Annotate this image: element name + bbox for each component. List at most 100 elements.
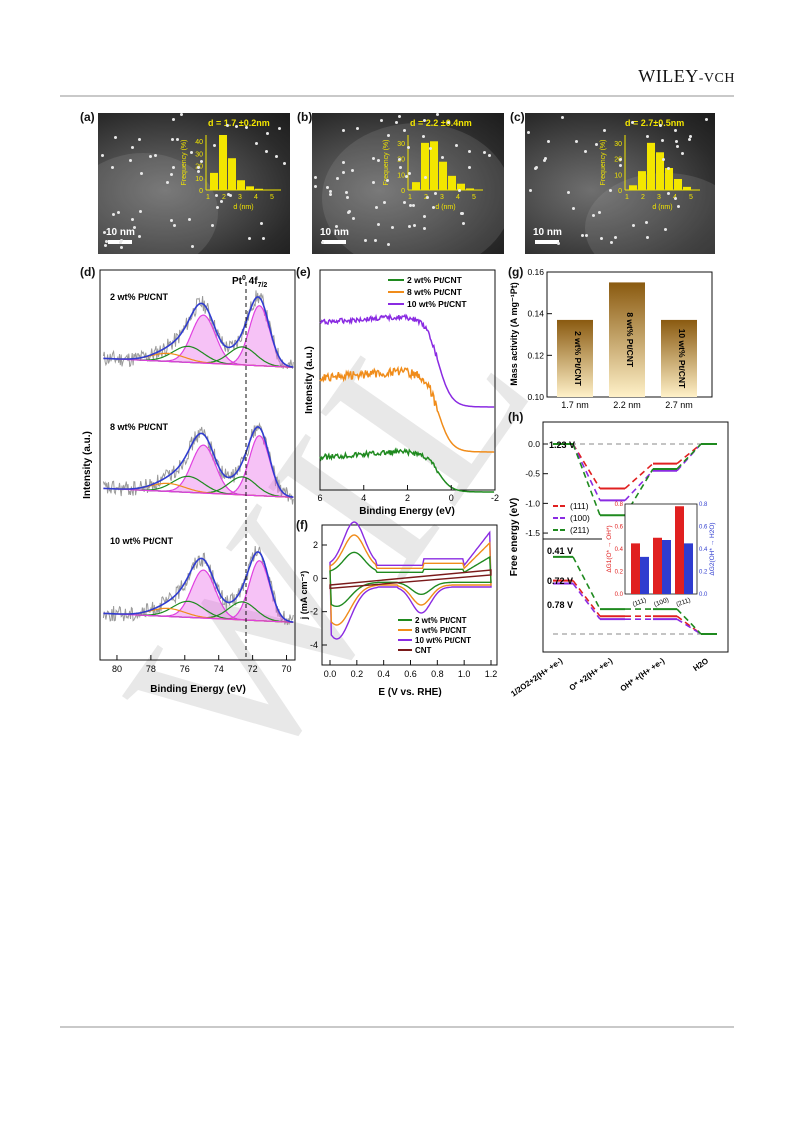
fe-energy-4: 0.78 V — [547, 600, 573, 610]
ma-category: 1.7 nm — [561, 400, 589, 410]
nanoparticle-dot — [373, 238, 377, 242]
hist-bar — [629, 185, 637, 190]
hist-bar — [421, 142, 429, 190]
nanoparticle-dot — [631, 121, 635, 125]
nanoparticle-dot — [371, 180, 375, 184]
cv-curve — [329, 534, 492, 626]
scale-bar-b — [322, 240, 346, 244]
nanoparticle-dot — [313, 185, 317, 189]
nanoparticle-dot — [140, 172, 144, 176]
nanoparticle-dot — [614, 236, 618, 240]
nanoparticle-dot — [603, 128, 607, 132]
nanoparticle-dot — [189, 150, 193, 154]
vb-xtick: 0 — [449, 493, 454, 503]
nanoparticle-dot — [103, 231, 107, 235]
panel-label-d: (d) — [80, 265, 96, 279]
hist-bar — [210, 172, 218, 190]
ma-ylabel: Mass activity (A mg⁻¹Pt) — [509, 282, 519, 385]
nanoparticle-dot — [213, 144, 217, 148]
nanoparticle-dot — [153, 153, 157, 157]
hist-bar — [638, 171, 646, 190]
fe-inset-ytick-right: 0.4 — [699, 547, 708, 553]
nanoparticle-dot — [111, 166, 115, 170]
scale-text-c: 10 nm — [533, 227, 562, 238]
nanoparticle-dot — [594, 143, 598, 147]
cv-ytick: -4 — [310, 640, 318, 650]
nanoparticle-dot — [422, 214, 426, 218]
nanoparticle-dot — [704, 118, 708, 122]
nanoparticle-dot — [210, 223, 214, 227]
fe-ytick: -1.5 — [525, 528, 540, 538]
scale-text-a: 10 nm — [106, 227, 135, 238]
hist-xtick: 4 — [456, 194, 460, 201]
nanoparticle-dot — [335, 225, 339, 229]
fe-connector — [624, 462, 654, 490]
cv-xtick: 1.0 — [458, 669, 471, 679]
xps-xtick: 80 — [112, 664, 122, 674]
nanoparticle-dot — [169, 219, 173, 223]
nanoparticle-dot — [219, 200, 223, 204]
nanoparticle-dot — [645, 220, 649, 224]
cv-ytick: -2 — [310, 607, 318, 617]
nanoparticle-dot — [575, 139, 579, 143]
nanoparticle-dot — [467, 149, 471, 153]
fe-connector-low — [572, 580, 601, 617]
nanoparticle-dot — [674, 196, 678, 200]
hist-bar — [430, 141, 438, 190]
publisher-brand: WILEY-VCH — [638, 66, 735, 86]
xps-raw-curve — [102, 422, 294, 505]
nanoparticle-dot — [645, 134, 649, 138]
nanoparticle-dot — [329, 190, 333, 194]
nanoparticle-dot — [131, 146, 135, 150]
fe-ytick: 0.0 — [528, 439, 540, 449]
panel-label-c: (c) — [510, 110, 525, 124]
cv-curve — [329, 521, 492, 640]
nanoparticle-dot — [226, 124, 230, 128]
nanoparticle-dot — [372, 157, 376, 161]
nanoparticle-dot — [423, 226, 427, 230]
nanoparticle-dot — [113, 136, 117, 140]
hist-ytick: 30 — [614, 141, 622, 148]
fe-inset-ytick-left: 0.2 — [615, 570, 624, 576]
nanoparticle-dot — [458, 188, 462, 192]
xps-background — [103, 612, 294, 623]
ma-bar — [661, 319, 697, 397]
scale-text-b: 10 nm — [320, 227, 349, 238]
fe-connector — [572, 443, 601, 516]
nanoparticle-dot — [131, 218, 135, 222]
hist-xtick: 1 — [206, 194, 210, 201]
fe-connector — [624, 468, 654, 516]
xps-xtick: 70 — [282, 664, 292, 674]
nanoparticle-dot — [597, 210, 601, 214]
xps-raw-curve — [102, 290, 294, 369]
nanoparticle-dot — [663, 227, 667, 231]
panel-label-a: (a) — [80, 110, 95, 124]
nanoparticle-dot — [351, 168, 355, 172]
hist-xlabel: d (nm) — [435, 204, 455, 211]
nanoparticle-dot — [103, 244, 107, 248]
histogram-a: 01020304012345d (nm)Frequency (%) — [181, 135, 281, 211]
xps-sample-1: 2 wt% Pt/CNT — [110, 292, 169, 302]
nanoparticle-dot — [433, 192, 437, 196]
cv-legend-label: 2 wt% Pt/CNT — [415, 616, 467, 625]
tem-image-c: d = 2.7±0.5nm 010203012345d (nm)Frequenc… — [525, 113, 715, 254]
nanoparticle-dot — [383, 200, 387, 204]
fe-inset-bar-dg2 — [684, 543, 693, 594]
nanoparticle-dot — [376, 222, 380, 226]
nanoparticle-dot — [407, 171, 411, 175]
nanoparticle-dot — [609, 241, 613, 245]
nanoparticle-dot — [460, 211, 464, 215]
nanoparticle-dot — [487, 154, 491, 158]
fe-legend-label: (100) — [570, 513, 590, 523]
cv-xtick: 0.0 — [324, 669, 337, 679]
nanoparticle-dot — [265, 131, 269, 135]
hist-ylabel: Frequency (%) — [181, 140, 188, 186]
ma-category: 2.7 nm — [665, 400, 693, 410]
hist-bar — [228, 158, 236, 190]
cv-legend-label: CNT — [415, 646, 432, 655]
hist-xtick: 2 — [222, 194, 226, 201]
nanoparticle-dot — [120, 239, 124, 243]
nanoparticle-dot — [386, 133, 390, 137]
panel-label-b: (b) — [297, 110, 313, 124]
vb-legend-label: 2 wt% Pt/CNT — [407, 275, 463, 285]
